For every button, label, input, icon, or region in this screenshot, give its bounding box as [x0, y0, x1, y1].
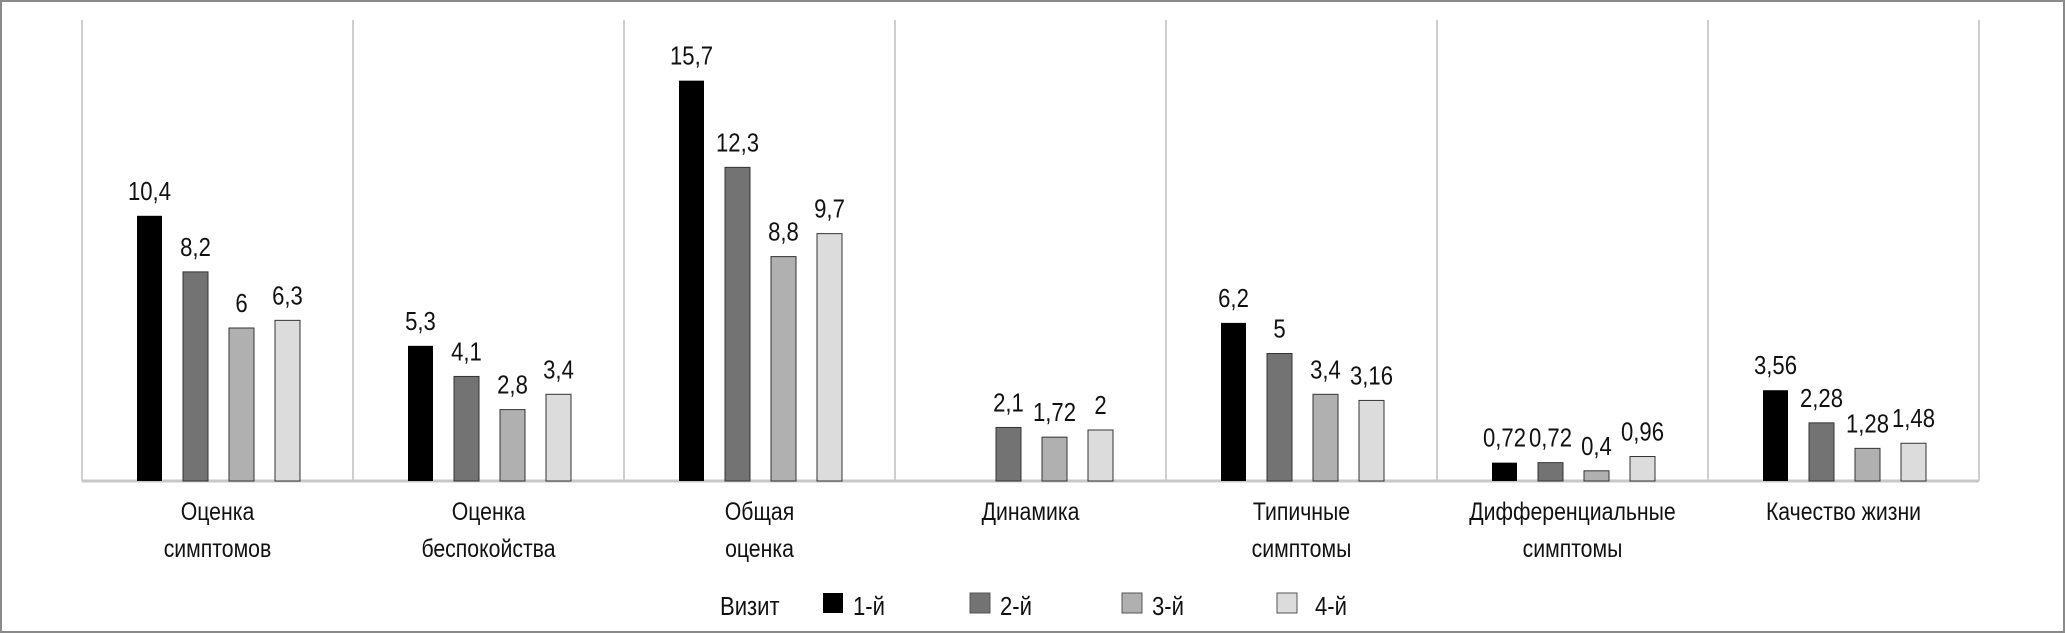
bar-1-й — [1763, 390, 1788, 481]
bar-1-й — [679, 80, 704, 482]
data-label: 3,4 — [1310, 356, 1341, 385]
data-label: 0,96 — [1621, 418, 1664, 447]
category-label: Общая — [725, 497, 794, 525]
category-label: Качество жизни — [1766, 497, 1921, 525]
category-label: симптомы — [1252, 534, 1352, 562]
data-label: 15,7 — [670, 42, 713, 71]
bar-3-й — [499, 409, 526, 482]
data-label: 12,3 — [716, 129, 759, 158]
bar-1-й — [1221, 322, 1246, 481]
data-label: 0,72 — [1483, 424, 1526, 453]
legend-label: 1-й — [853, 592, 885, 621]
legend-label: 4-й — [1315, 592, 1347, 621]
bar-4-й — [1629, 456, 1656, 482]
data-label: 6,2 — [1218, 284, 1249, 313]
bar-2-й — [1808, 422, 1835, 482]
category-label: оценка — [725, 534, 794, 562]
bar-4-й — [1087, 429, 1114, 482]
bar-2-й — [453, 375, 480, 482]
data-label: 2,1 — [993, 389, 1024, 418]
data-label: 8,2 — [180, 233, 211, 262]
bar-4-й — [816, 233, 843, 482]
bar-1-й — [137, 215, 162, 482]
legend-swatch-4-й — [1276, 592, 1298, 614]
data-label: 6,3 — [272, 282, 303, 311]
data-label: 10,4 — [128, 177, 171, 206]
bar-1-й — [408, 345, 433, 481]
legend-title: Визит — [720, 592, 780, 621]
legend-label: 2-й — [1000, 592, 1032, 621]
data-label: 6 — [235, 289, 247, 318]
data-label: 0,72 — [1529, 424, 1572, 453]
bar-4-й — [545, 393, 572, 482]
bar-3-й — [1312, 393, 1339, 482]
bar-2-й — [182, 271, 209, 482]
data-label: 3,4 — [543, 356, 574, 385]
bar-3-й — [1583, 470, 1610, 482]
bar-3-й — [770, 256, 797, 482]
legend-swatch-3-й — [1121, 592, 1143, 614]
data-label: 1,28 — [1846, 410, 1889, 439]
data-label: 5,3 — [405, 307, 436, 336]
legend-swatch-2-й — [969, 592, 991, 614]
category-label: Дифференциальные — [1469, 497, 1675, 525]
category-label: симптомы — [1523, 534, 1623, 562]
category-label: симптомов — [164, 534, 272, 562]
data-label: 1,72 — [1033, 399, 1076, 428]
bar-4-й — [274, 319, 301, 482]
data-label: 3,56 — [1754, 352, 1797, 381]
bar-2-й — [1537, 462, 1564, 482]
category-label: Оценка — [452, 497, 526, 525]
bar-3-й — [1854, 447, 1881, 482]
data-label: 8,8 — [768, 218, 799, 247]
data-label: 2,28 — [1800, 384, 1843, 413]
bar-2-й — [1266, 353, 1293, 482]
category-label: Оценка — [181, 497, 255, 525]
data-label: 9,7 — [814, 195, 845, 224]
bar-3-й — [1041, 436, 1068, 482]
bar-3-й — [228, 327, 255, 482]
bar-4-й — [1358, 399, 1385, 482]
legend-label: 3-й — [1152, 592, 1184, 621]
data-label: 1,48 — [1892, 405, 1935, 434]
data-label: 2,8 — [497, 371, 528, 400]
bar-2-й — [995, 426, 1022, 482]
category-label: Динамика — [982, 497, 1080, 525]
bar-2-й — [724, 166, 751, 482]
bar-1-й — [1492, 462, 1517, 481]
data-label: 4,1 — [451, 338, 482, 367]
category-label: Типичные — [1253, 497, 1350, 525]
data-label: 3,16 — [1350, 362, 1393, 391]
data-label: 0,4 — [1581, 432, 1612, 461]
data-label: 2 — [1094, 391, 1106, 420]
data-label: 5 — [1273, 315, 1285, 344]
legend: Визит 1-й 2-й 3-й 4-й — [720, 592, 1347, 621]
bar-4-й — [1900, 442, 1927, 482]
category-label: беспокойства — [421, 534, 555, 562]
legend-swatch-1-й — [823, 593, 843, 613]
